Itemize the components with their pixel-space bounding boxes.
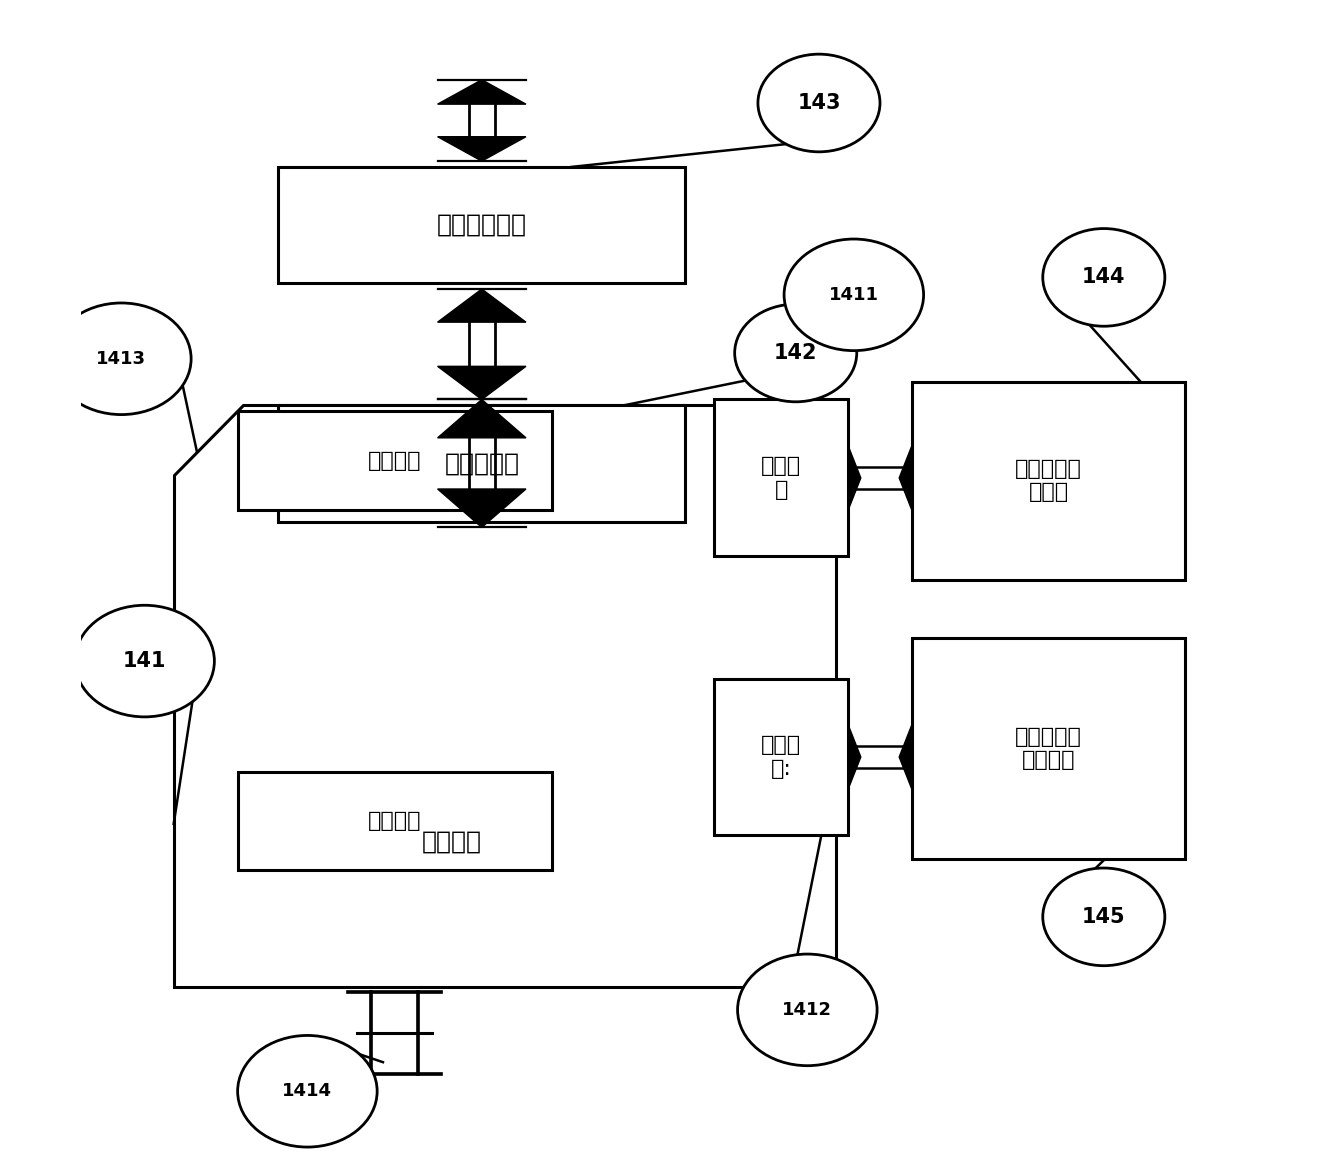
Polygon shape	[173, 405, 837, 987]
Bar	[715, 399, 849, 556]
Text: 非易挥发性
存储模块: 非易挥发性 存储模块	[1016, 727, 1082, 769]
Bar	[237, 772, 552, 870]
Polygon shape	[899, 445, 912, 511]
Text: 145: 145	[1082, 906, 1125, 927]
Ellipse shape	[784, 239, 924, 350]
Ellipse shape	[737, 954, 876, 1066]
Ellipse shape	[735, 304, 857, 402]
Ellipse shape	[237, 1035, 377, 1148]
Text: 141: 141	[123, 651, 167, 671]
Polygon shape	[899, 725, 912, 789]
Text: 142: 142	[775, 343, 817, 363]
Polygon shape	[438, 367, 526, 399]
Text: 总线接口: 总线接口	[368, 451, 421, 471]
Text: 电平转换器: 电平转换器	[445, 451, 519, 475]
Text: 1412: 1412	[782, 1001, 833, 1019]
Bar	[237, 411, 552, 509]
Polygon shape	[438, 289, 526, 322]
Text: 143: 143	[797, 93, 841, 112]
Ellipse shape	[75, 605, 214, 717]
Polygon shape	[849, 445, 861, 511]
Text: 144: 144	[1082, 267, 1125, 287]
Bar	[278, 167, 686, 283]
Text: 总线接口: 总线接口	[368, 812, 421, 831]
Bar	[278, 405, 686, 521]
Bar	[912, 382, 1185, 580]
Ellipse shape	[52, 303, 191, 415]
Text: 存储接
口: 存储接 口	[761, 457, 801, 500]
Polygon shape	[438, 137, 526, 162]
Bar	[715, 678, 849, 835]
Polygon shape	[438, 399, 526, 438]
Text: 存储接
口:: 存储接 口:	[761, 735, 801, 779]
Text: 1411: 1411	[829, 286, 879, 303]
Text: 1414: 1414	[282, 1082, 332, 1101]
Polygon shape	[849, 725, 861, 789]
Ellipse shape	[757, 54, 880, 152]
Text: 易挥发性存
储模块: 易挥发性存 储模块	[1016, 459, 1082, 502]
Text: 微处理器: 微处理器	[422, 829, 482, 854]
Ellipse shape	[1043, 868, 1165, 966]
Ellipse shape	[1043, 228, 1165, 327]
Polygon shape	[438, 489, 526, 527]
Polygon shape	[438, 80, 526, 104]
Text: 1413: 1413	[97, 350, 147, 368]
Bar	[912, 638, 1185, 858]
Text: 无线通讯模块: 无线通讯模块	[437, 213, 527, 237]
